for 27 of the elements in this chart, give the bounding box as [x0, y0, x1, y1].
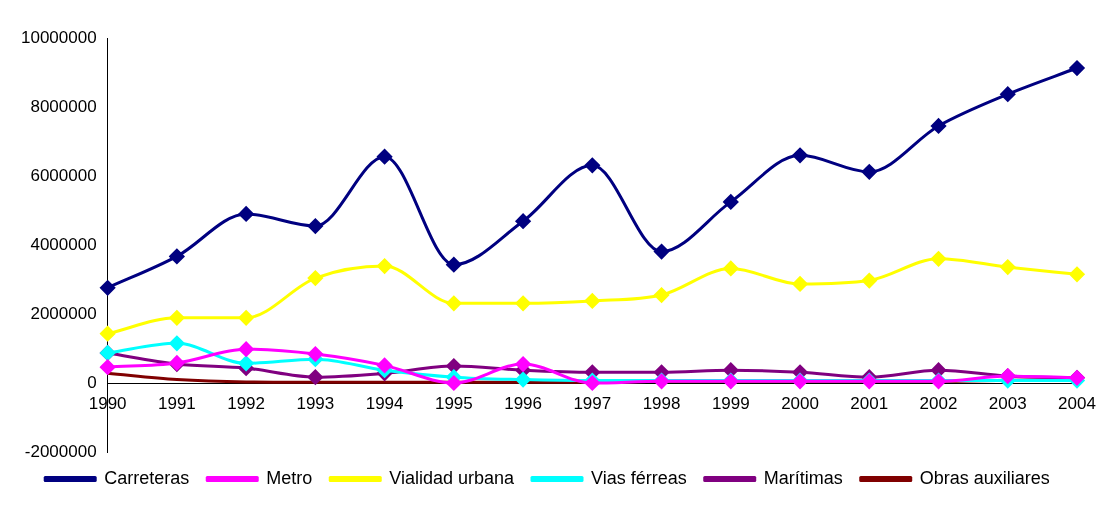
y-tick-label: -2000000 — [24, 441, 97, 461]
y-tick-label: 2000000 — [30, 303, 97, 323]
x-tick-label: 2001 — [850, 393, 889, 413]
legend-label: Carreteras — [104, 467, 190, 488]
y-tick-label: 6000000 — [30, 165, 97, 185]
x-tick-label: 1992 — [227, 393, 266, 413]
legend-label: Metro — [266, 467, 313, 488]
x-tick-label: 1995 — [434, 393, 473, 413]
x-tick-label: 2000 — [781, 393, 819, 413]
x-tick-label: 2003 — [988, 393, 1027, 413]
legend-label: Obras auxiliares — [919, 467, 1050, 488]
x-tick-label: 2004 — [1058, 393, 1096, 413]
y-tick-label: 8000000 — [30, 96, 97, 116]
x-tick-label: 1999 — [711, 393, 750, 413]
x-tick-label: 2002 — [919, 393, 958, 413]
x-tick-label: 1993 — [296, 393, 335, 413]
x-tick-label: 1997 — [573, 393, 612, 413]
x-tick-label: 1996 — [504, 393, 542, 413]
y-tick-label: 4000000 — [30, 234, 97, 254]
x-tick-label: 1998 — [642, 393, 681, 413]
y-tick-label: 10000000 — [21, 27, 97, 47]
y-tick-label: 0 — [87, 372, 97, 392]
legend-label: Marítimas — [763, 467, 843, 488]
x-tick-label: 1994 — [365, 393, 404, 413]
x-tick-label: 1991 — [157, 393, 196, 413]
legend-label: Vialidad urbana — [389, 467, 516, 488]
legend-label: Vias férreas — [591, 467, 687, 488]
